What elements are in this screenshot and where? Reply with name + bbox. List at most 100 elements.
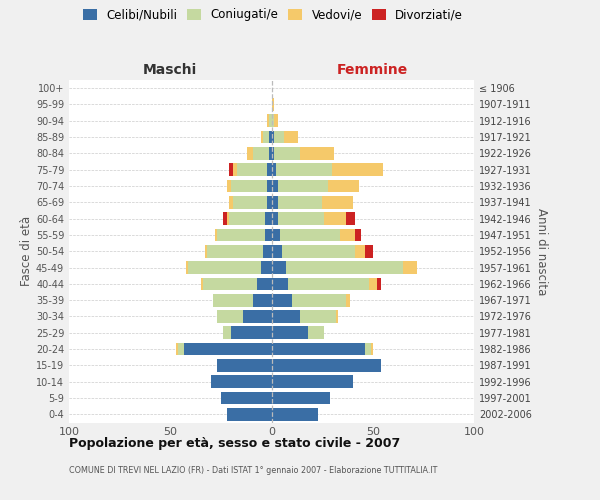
- Bar: [233, 196, 268, 208]
- Bar: [275, 164, 332, 176]
- Bar: [265, 228, 271, 241]
- Bar: [271, 278, 288, 290]
- Bar: [229, 212, 265, 225]
- Bar: [271, 130, 274, 143]
- Text: Femmine: Femmine: [337, 64, 409, 78]
- Bar: [243, 310, 271, 323]
- Bar: [269, 147, 271, 160]
- Bar: [271, 310, 300, 323]
- Bar: [271, 342, 365, 355]
- Bar: [300, 147, 334, 160]
- Bar: [340, 228, 355, 241]
- Bar: [176, 342, 178, 355]
- Bar: [268, 180, 271, 192]
- Bar: [237, 164, 268, 176]
- Legend: Celibi/Nubili, Coniugati/e, Vedovi/e, Divorziati/e: Celibi/Nubili, Coniugati/e, Vedovi/e, Di…: [80, 6, 466, 24]
- Bar: [269, 130, 271, 143]
- Bar: [365, 342, 371, 355]
- Bar: [268, 164, 271, 176]
- Bar: [308, 326, 324, 339]
- Bar: [271, 180, 278, 192]
- Text: Maschi: Maschi: [143, 64, 197, 78]
- Bar: [217, 228, 265, 241]
- Bar: [188, 261, 262, 274]
- Bar: [257, 278, 271, 290]
- Bar: [268, 196, 271, 208]
- Bar: [271, 164, 275, 176]
- Bar: [271, 359, 381, 372]
- Y-axis label: Anni di nascita: Anni di nascita: [535, 208, 548, 295]
- Bar: [268, 114, 269, 127]
- Bar: [215, 228, 217, 241]
- Bar: [280, 228, 340, 241]
- Bar: [263, 245, 271, 258]
- Bar: [332, 164, 383, 176]
- Bar: [253, 294, 271, 306]
- Bar: [271, 228, 280, 241]
- Bar: [187, 261, 188, 274]
- Bar: [281, 245, 355, 258]
- Bar: [227, 212, 229, 225]
- Bar: [221, 392, 271, 404]
- Bar: [355, 228, 361, 241]
- Y-axis label: Fasce di età: Fasce di età: [20, 216, 33, 286]
- Bar: [253, 147, 269, 160]
- Bar: [229, 196, 233, 208]
- Bar: [300, 310, 337, 323]
- Bar: [271, 196, 278, 208]
- Bar: [274, 147, 300, 160]
- Bar: [178, 342, 184, 355]
- Bar: [262, 130, 263, 143]
- Bar: [324, 212, 346, 225]
- Text: Popolazione per età, sesso e stato civile - 2007: Popolazione per età, sesso e stato civil…: [69, 438, 400, 450]
- Bar: [365, 245, 373, 258]
- Bar: [233, 164, 237, 176]
- Bar: [247, 147, 253, 160]
- Bar: [229, 164, 233, 176]
- Bar: [286, 261, 403, 274]
- Bar: [206, 245, 263, 258]
- Bar: [284, 130, 298, 143]
- Bar: [288, 278, 368, 290]
- Bar: [262, 261, 271, 274]
- Bar: [328, 180, 359, 192]
- Bar: [223, 212, 227, 225]
- Bar: [371, 342, 373, 355]
- Bar: [355, 245, 365, 258]
- Bar: [265, 212, 271, 225]
- Bar: [346, 294, 350, 306]
- Bar: [227, 408, 271, 420]
- Bar: [346, 212, 355, 225]
- Bar: [271, 245, 281, 258]
- Bar: [271, 98, 274, 111]
- Bar: [271, 408, 318, 420]
- Bar: [271, 212, 278, 225]
- Bar: [231, 180, 268, 192]
- Bar: [322, 196, 353, 208]
- Bar: [403, 261, 418, 274]
- Bar: [217, 359, 271, 372]
- Bar: [231, 326, 271, 339]
- Bar: [205, 245, 206, 258]
- Bar: [271, 392, 330, 404]
- Bar: [278, 212, 324, 225]
- Bar: [274, 130, 284, 143]
- Bar: [278, 196, 322, 208]
- Bar: [271, 326, 308, 339]
- Bar: [223, 326, 231, 339]
- Bar: [213, 294, 253, 306]
- Bar: [271, 261, 286, 274]
- Bar: [269, 114, 271, 127]
- Bar: [271, 114, 274, 127]
- Bar: [292, 294, 346, 306]
- Bar: [271, 294, 292, 306]
- Bar: [200, 278, 203, 290]
- Text: COMUNE DI TREVI NEL LAZIO (FR) - Dati ISTAT 1° gennaio 2007 - Elaborazione TUTTI: COMUNE DI TREVI NEL LAZIO (FR) - Dati IS…: [69, 466, 437, 475]
- Bar: [271, 376, 353, 388]
- Bar: [227, 180, 231, 192]
- Bar: [274, 114, 278, 127]
- Bar: [263, 130, 269, 143]
- Bar: [271, 147, 274, 160]
- Bar: [377, 278, 381, 290]
- Bar: [203, 278, 257, 290]
